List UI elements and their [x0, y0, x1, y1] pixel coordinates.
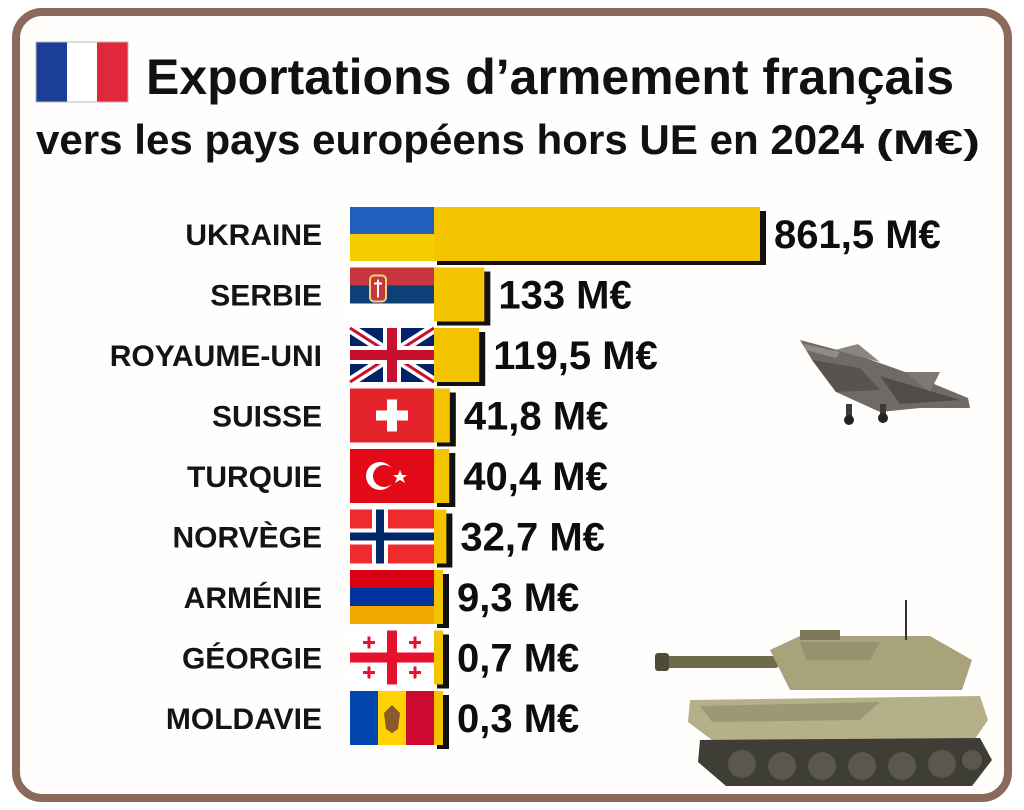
bar-row: ROYAUME-UNI 119,5 M€ [110, 323, 658, 387]
value-label: 41,8 M€ [464, 395, 609, 439]
france-flag-border [35, 41, 129, 103]
bar [434, 267, 485, 322]
category-label: SUISSE [212, 401, 322, 434]
turkey-flag-icon [350, 449, 434, 503]
category-label: SERBIE [210, 280, 322, 313]
uk-flag-icon [347, 323, 437, 387]
chart-unit: (M€) [876, 124, 980, 162]
value-label: 40,4 M€ [463, 455, 608, 499]
bar [434, 449, 450, 503]
bar [434, 388, 450, 443]
georgia-flag-icon [350, 630, 434, 685]
armenia-flag-icon [350, 570, 434, 624]
category-label: MOLDAVIE [166, 703, 322, 736]
category-label: ROYAUME-UNI [110, 340, 322, 373]
bar [434, 207, 760, 261]
bar-row: NORVÈGE 32,7 M€ [173, 509, 605, 568]
bar-row: TURQUIE 40,4 M€ [187, 449, 608, 507]
value-label: 119,5 M€ [493, 334, 658, 378]
fighter-jet-illustration [800, 340, 970, 425]
bar-row: SERBIE 133 M€ [210, 267, 632, 326]
moldova-flag-icon [350, 691, 434, 745]
value-label: 0,7 M€ [457, 637, 579, 681]
serbia-flag-icon [350, 267, 434, 322]
switzerland-flag-icon [350, 388, 434, 443]
value-label: 133 M€ [498, 274, 631, 318]
category-label: GÉORGIE [182, 642, 322, 676]
ukraine-flag-icon [350, 207, 434, 261]
value-label: 9,3 M€ [457, 576, 579, 620]
bar [434, 328, 480, 382]
bar-row: UKRAINE 861,5 M€ [185, 207, 941, 265]
battle-tank-illustration [655, 600, 992, 786]
category-label: UKRAINE [185, 219, 322, 252]
bar-row: SUISSE 41,8 M€ [212, 388, 609, 447]
bar [434, 570, 443, 624]
category-label: NORVÈGE [173, 521, 323, 555]
bar [434, 509, 447, 564]
bar-row: GÉORGIE 0,7 M€ [182, 630, 579, 689]
bar-row: MOLDAVIE 0,3 M€ [166, 691, 579, 749]
norway-flag-icon [350, 509, 434, 564]
bar-rows: UKRAINE 861,5 M€ SERBIE 133 M€ ROYAUME-UNI 11… [110, 207, 941, 749]
value-label: 0,3 M€ [457, 697, 579, 741]
chart-title: Exportations d’armement français [146, 49, 954, 105]
bar-row: ARMÉNIE 9,3 M€ [184, 570, 579, 628]
bar [434, 630, 443, 685]
bar [434, 691, 443, 745]
value-label: 32,7 M€ [460, 516, 605, 560]
value-label: 861,5 M€ [774, 213, 941, 257]
category-label: TURQUIE [187, 461, 322, 494]
france-flag-icon [36, 42, 128, 102]
category-label: ARMÉNIE [184, 581, 322, 615]
chart-subtitle: vers les pays européens hors UE en 2024 [36, 116, 865, 163]
